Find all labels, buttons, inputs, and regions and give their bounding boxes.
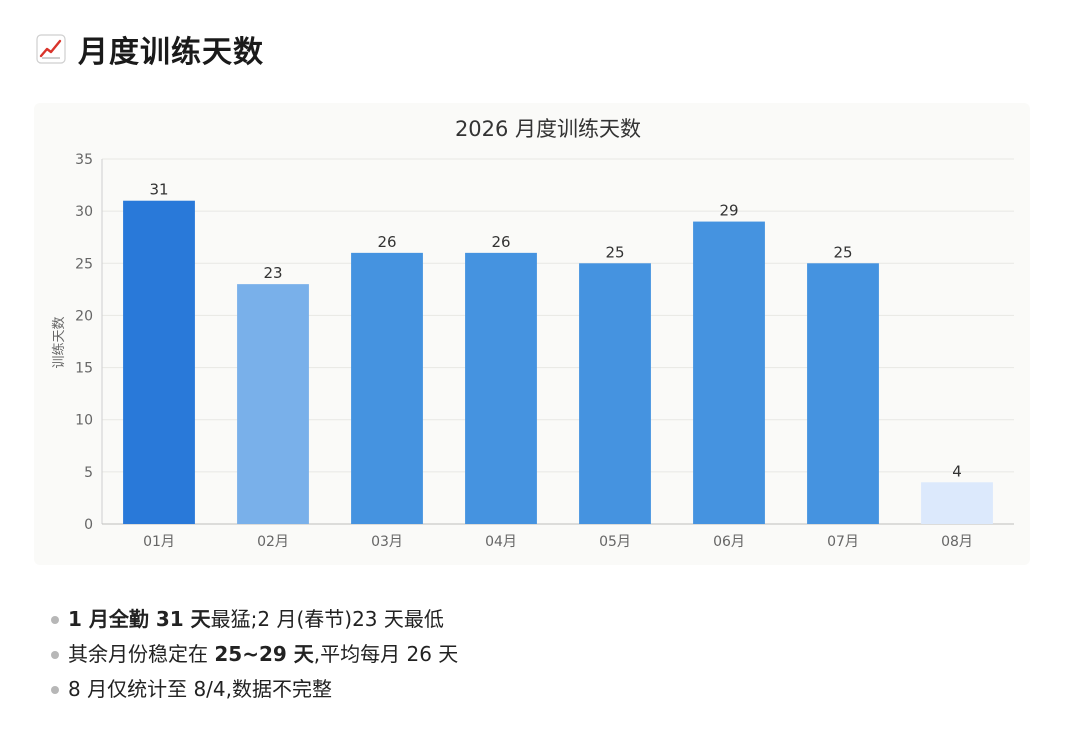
bullet-icon [51, 686, 59, 694]
x-tick-label: 05月 [599, 534, 631, 550]
data-label: 25 [605, 243, 624, 261]
x-tick-label: 04月 [485, 534, 517, 550]
data-label: 26 [377, 233, 396, 251]
note-item: 8 月仅统计至 8/4,数据不完整 [48, 672, 458, 707]
chart-card: 2026 月度训练天数 0 5 10 15 20 25 30 35 训练天数 31 01月 23 02月 2… [34, 103, 1030, 565]
y-tick-label: 15 [75, 361, 93, 377]
note-item: 1 月全勤 31 天最猛;2 月(春节)23 天最低 [48, 602, 458, 637]
note-emphasis: 25~29 天 [214, 642, 314, 666]
note-text: 最猛;2 月(春节)23 天最低 [210, 607, 444, 631]
y-tick-label: 35 [75, 152, 93, 168]
bar-5 [579, 263, 651, 524]
data-label: 31 [149, 181, 168, 199]
note-text: ,平均每月 26 天 [313, 642, 459, 666]
data-label: 26 [491, 233, 510, 251]
x-tick-label: 06月 [713, 534, 745, 550]
page-title: 月度训练天数 [78, 35, 264, 70]
chart-title: 2026 月度训练天数 [455, 117, 641, 141]
bar-3 [351, 252, 423, 524]
note-emphasis: 1 月全勤 31 天 [68, 607, 211, 631]
bar-7 [807, 263, 879, 524]
x-tick-label: 02月 [257, 534, 289, 550]
data-label: 25 [833, 243, 852, 261]
chart-increasing-icon [36, 34, 66, 64]
x-tick-label: 08月 [941, 534, 973, 550]
summary-notes: 1 月全勤 31 天最猛;2 月(春节)23 天最低 其余月份稳定在 25~29 … [48, 602, 458, 707]
bar-6 [693, 221, 765, 525]
data-label: 29 [719, 202, 738, 220]
y-tick-label: 0 [84, 517, 93, 533]
bullet-icon [51, 616, 59, 624]
y-tick-label: 10 [75, 413, 93, 429]
y-tick-label: 30 [75, 204, 93, 220]
page-header: 月度训练天数 [36, 26, 264, 72]
bar-2 [237, 284, 309, 524]
bar-chart: 2026 月度训练天数 0 5 10 15 20 25 30 35 训练天数 31 01月 23 02月 2… [52, 117, 1014, 550]
x-tick-label: 01月 [143, 534, 175, 550]
x-tick-label: 07月 [827, 534, 859, 550]
bar-8 [921, 482, 993, 524]
y-tick-label: 25 [75, 256, 93, 272]
bar-1 [123, 200, 195, 524]
x-tick-label: 03月 [371, 534, 403, 550]
note-text: 其余月份稳定在 [68, 642, 215, 666]
data-label: 23 [263, 264, 282, 282]
bar-4 [465, 252, 537, 524]
y-tick-label: 5 [84, 465, 93, 481]
y-axis-label: 训练天数 [52, 316, 67, 368]
note-item: 其余月份稳定在 25~29 天,平均每月 26 天 [48, 637, 458, 672]
y-tick-label: 20 [75, 308, 93, 324]
bullet-icon [51, 651, 59, 659]
data-label: 4 [952, 462, 962, 480]
note-text: 8 月仅统计至 8/4,数据不完整 [68, 677, 332, 701]
